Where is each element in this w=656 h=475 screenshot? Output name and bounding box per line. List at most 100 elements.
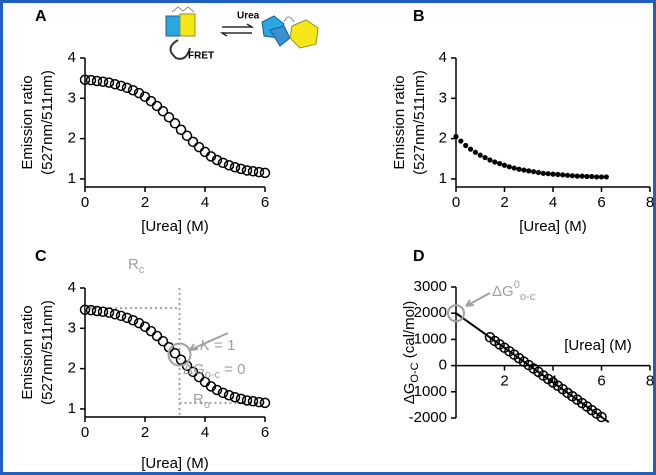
x-tick-label: 2 <box>141 194 149 211</box>
equilibrium-arrows <box>219 23 255 37</box>
data-point <box>453 134 459 140</box>
data-point <box>247 396 259 407</box>
inset-label: Urea <box>237 11 260 22</box>
x-tick-label: 6 <box>261 424 269 441</box>
data-point <box>603 174 609 180</box>
data-point <box>574 173 580 179</box>
y-tick-label: 1 <box>439 170 447 187</box>
data-point <box>259 397 271 409</box>
y-tick-label: 1 <box>68 170 76 187</box>
data-point <box>187 366 199 378</box>
y-axis-label: ΔGO-C (cal/mol) <box>401 301 421 405</box>
k-marker <box>167 342 192 367</box>
data-point <box>115 80 127 92</box>
x-tick-label: 2 <box>500 194 508 211</box>
y-tick-label: 1 <box>68 400 76 417</box>
data-point <box>157 335 169 347</box>
y-axis-label: (527nm/511nm) <box>39 300 56 405</box>
data-point <box>211 154 223 166</box>
data-point <box>235 393 247 405</box>
inset-schematic <box>165 6 319 60</box>
data-point <box>598 174 605 180</box>
x-tick-label: 0 <box>81 424 89 441</box>
data-point <box>175 124 187 136</box>
annotation: ΔG0o-c <box>492 279 536 303</box>
data-point <box>589 173 595 180</box>
data-point <box>79 74 91 86</box>
linker-unfolded <box>283 16 295 23</box>
y-tick-label: 0 <box>439 357 447 374</box>
data-point <box>540 170 546 176</box>
y-tick-label: 3000 <box>414 278 447 295</box>
text-part: O-C <box>409 362 421 382</box>
data-point <box>560 172 566 178</box>
x-axis-label: [Urea] (M) <box>519 218 587 235</box>
data-point <box>584 173 590 180</box>
data-point <box>492 159 498 165</box>
data-point <box>121 82 133 94</box>
data-point <box>217 157 229 169</box>
data-point <box>163 112 175 123</box>
text-part: c <box>139 264 145 276</box>
panel-label: C <box>35 248 47 265</box>
linker <box>171 6 195 13</box>
y-tick-label: 4 <box>68 279 76 296</box>
panel-label: B <box>413 8 425 25</box>
x-tick-label: 8 <box>646 373 654 390</box>
data-point <box>458 138 464 144</box>
y-axis-label: (527nm/511nm) <box>39 70 56 175</box>
data-point <box>526 168 532 174</box>
text-part: o-c <box>520 291 536 303</box>
y-tick-label: 4 <box>68 49 76 66</box>
data-point <box>223 159 235 171</box>
y-axis-label: Emission ratio <box>19 305 36 399</box>
data-point <box>253 396 265 408</box>
data-point <box>103 307 115 318</box>
data-point <box>169 348 181 359</box>
annotation: Rc <box>128 256 145 276</box>
data-point <box>477 152 483 158</box>
data-point <box>545 171 551 177</box>
data-point <box>472 149 478 155</box>
data-point <box>127 315 139 326</box>
text-part: ΔG <box>183 361 205 378</box>
y-tick-label: 2 <box>68 360 76 377</box>
data-point <box>579 173 585 179</box>
highlight-marker <box>447 304 465 323</box>
y-tick-label: -2000 <box>409 409 447 426</box>
data-point <box>115 310 127 322</box>
data-point <box>169 118 181 129</box>
data-point <box>594 174 600 180</box>
fit-line <box>455 312 610 424</box>
text-part: = 1 <box>210 337 235 354</box>
data-point <box>235 163 247 175</box>
y-tick-label: 3 <box>439 89 447 106</box>
data-point <box>229 161 241 173</box>
x-tick-label: 6 <box>597 194 605 211</box>
data-point <box>506 164 512 170</box>
data-point <box>229 391 241 403</box>
annotation: K = 1 <box>200 337 235 354</box>
data-point <box>145 325 157 337</box>
data-point <box>516 166 522 172</box>
data-point <box>109 308 121 320</box>
data-point <box>157 105 169 117</box>
data-point <box>535 169 542 176</box>
x-tick-label: 2 <box>141 424 149 441</box>
data-point <box>193 141 205 153</box>
x-tick-label: 6 <box>261 194 269 211</box>
data-point <box>511 165 517 171</box>
data-point <box>241 395 253 406</box>
x-tick-label: 4 <box>549 373 557 390</box>
data-point <box>596 411 607 423</box>
text-part: 0 <box>514 279 520 291</box>
data-point <box>121 312 133 324</box>
data-point <box>91 305 103 317</box>
y-tick-label: 2000 <box>414 304 447 321</box>
text-part: ΔG <box>492 283 514 300</box>
data-point <box>85 304 97 316</box>
data-point <box>91 75 103 87</box>
x-axis-label: [Urea] (M) <box>141 455 209 472</box>
data-point <box>501 162 508 168</box>
